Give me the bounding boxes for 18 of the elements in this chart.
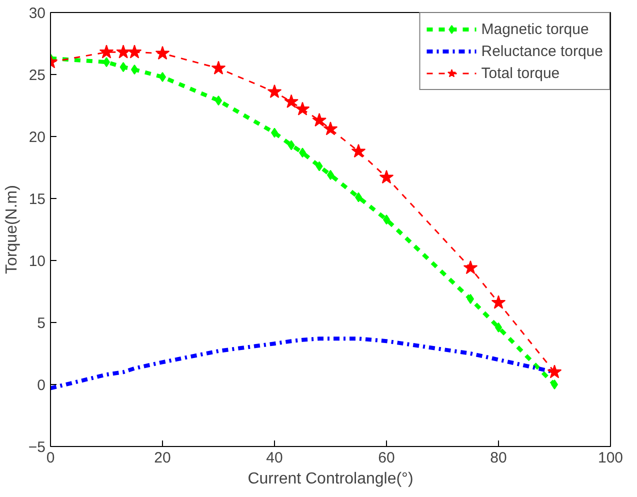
x-tick-label: 80 <box>490 450 507 466</box>
y-tick-label: 25 <box>28 67 46 84</box>
y-tick-label: −5 <box>28 439 46 456</box>
x-tick-label: 60 <box>378 450 395 466</box>
y-tick-label: 15 <box>28 191 46 208</box>
legend-label: Magnetic torque <box>481 20 589 38</box>
y-tick-label: 20 <box>28 129 46 146</box>
x-tick-label: 20 <box>154 450 171 466</box>
y-tick-label: 10 <box>28 253 46 270</box>
y-axis-title: Torque(N.m) <box>3 185 20 274</box>
x-tick-label: 40 <box>266 450 283 466</box>
legend-label: Total torque <box>481 64 560 82</box>
y-tick-label: 5 <box>37 315 46 332</box>
legend-label: Reluctance torque <box>481 42 603 60</box>
x-tick-label: 100 <box>598 450 624 466</box>
y-tick-label: 0 <box>37 377 46 394</box>
x-axis-title: Current Controlangle(°) <box>248 470 414 488</box>
y-tick-label: 30 <box>28 5 46 22</box>
